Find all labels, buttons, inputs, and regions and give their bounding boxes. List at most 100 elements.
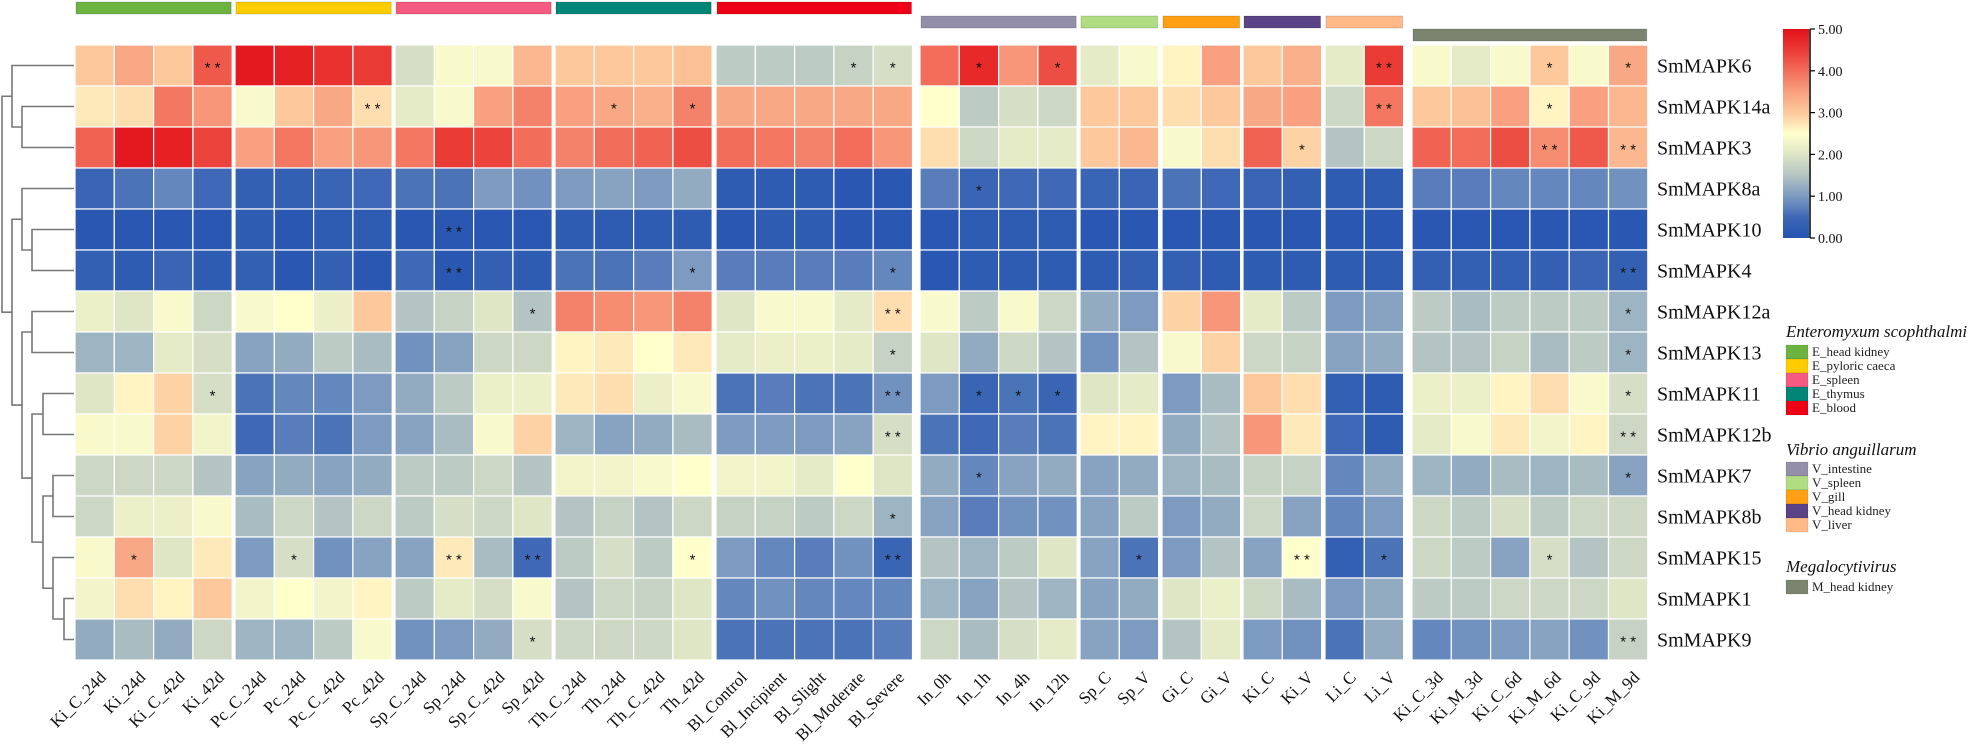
heatmap-cell <box>1079 331 1120 374</box>
heatmap-cell <box>672 290 713 333</box>
heatmap-cell <box>1118 372 1160 415</box>
heatmap-cell <box>1489 249 1531 292</box>
heatmap-cell <box>672 167 713 210</box>
heatmap-cell <box>997 290 1039 333</box>
row-label: SmMAPK11 <box>1657 384 1761 406</box>
heatmap-cell <box>1281 372 1323 415</box>
heatmap-cell <box>1568 208 1610 251</box>
heatmap-cell <box>1037 208 1078 251</box>
heatmap-cell <box>1450 413 1492 456</box>
heatmap-cell <box>1281 167 1323 210</box>
heatmap-cell <box>192 85 233 128</box>
heatmap-cell <box>74 536 115 579</box>
heatmap-cell <box>958 331 1000 374</box>
heatmap-cell <box>352 536 393 579</box>
column-label: Gi_C <box>1157 668 1196 707</box>
heatmap-cell <box>793 208 835 251</box>
heatmap-cell <box>113 167 155 210</box>
heatmap-cell <box>1411 44 1452 87</box>
heatmap-cell <box>833 290 874 333</box>
significance-marker: * * <box>1620 634 1636 651</box>
row-labels: SmMAPK6 SmMAPK14a SmMAPK3 SmMAPK8a SmMAPK10 S… <box>1657 56 1771 652</box>
significance-marker: * <box>611 101 617 118</box>
dendrogram-branch <box>21 105 74 149</box>
heatmap-cell <box>1079 208 1120 251</box>
heatmap-cell <box>754 208 796 251</box>
heatmap-cell <box>1037 85 1078 128</box>
heatmap-cell <box>273 495 315 538</box>
heatmap-cell <box>113 208 155 251</box>
heatmap-cell <box>632 208 674 251</box>
heatmap-cell <box>715 126 756 169</box>
heatmap-cell <box>1200 85 1242 128</box>
heatmap-cell <box>754 413 796 456</box>
heatmap-cell <box>872 208 914 251</box>
heatmap-cell <box>554 536 595 579</box>
heatmap-cell <box>433 577 475 620</box>
heatmap-cell <box>1281 495 1323 538</box>
heatmap-cell <box>554 495 595 538</box>
heatmap-cell <box>1607 249 1649 292</box>
heatmap-cell <box>672 331 713 374</box>
heatmap-cell <box>632 413 674 456</box>
heatmap-cell <box>958 618 1000 661</box>
heatmap-cell <box>273 208 315 251</box>
heatmap-cell <box>919 44 960 87</box>
heatmap-cell <box>554 413 595 456</box>
heatmap-cell <box>473 413 514 456</box>
heatmap-cell <box>1324 577 1365 620</box>
heatmap-cell <box>1607 290 1649 333</box>
significance-marker: * <box>1136 552 1142 569</box>
heatmap-cell <box>1568 167 1610 210</box>
heatmap-cell <box>273 577 315 620</box>
heatmap-cell <box>919 126 960 169</box>
dendrogram-branch <box>63 597 74 641</box>
heatmap-cell <box>192 536 233 579</box>
heatmap-cell <box>352 413 393 456</box>
heatmap-cell <box>919 290 960 333</box>
heatmap-cell <box>997 44 1039 87</box>
legend-item-label: M_head kidney <box>1812 579 1894 594</box>
heatmap-cell <box>1037 413 1078 456</box>
heatmap-cell <box>352 208 393 251</box>
heatmap-cell <box>1200 577 1242 620</box>
group-bar-v-liver <box>1325 15 1404 29</box>
heatmap-cell <box>473 331 514 374</box>
heatmap-cell <box>153 290 194 333</box>
heatmap-cell <box>394 44 435 87</box>
heatmap-cell <box>1118 208 1160 251</box>
heatmap-cell <box>632 454 674 497</box>
heatmap-cell <box>919 495 960 538</box>
heatmap-cell <box>1161 85 1202 128</box>
heatmap-cell <box>153 618 194 661</box>
heatmap-cell <box>1450 454 1492 497</box>
row-label: SmMAPK12b <box>1657 425 1771 447</box>
heatmap-cell <box>593 577 635 620</box>
heatmap-cell <box>1363 618 1405 661</box>
heatmap-cell <box>1363 208 1405 251</box>
heatmap-cell <box>153 167 194 210</box>
heatmap-cell <box>793 618 835 661</box>
group-bar-v-spleen <box>1080 15 1159 29</box>
heatmap-cell <box>1281 85 1323 128</box>
heatmap-cell <box>352 290 393 333</box>
heatmap-cell <box>1450 618 1492 661</box>
significance-marker: * <box>530 306 536 323</box>
heatmap-cell <box>313 290 354 333</box>
heatmap-cell <box>473 577 514 620</box>
heatmap-cell <box>394 208 435 251</box>
heatmap-cell <box>997 167 1039 210</box>
heatmap-cell <box>352 249 393 292</box>
legend-swatch <box>1785 503 1809 519</box>
heatmap-cell <box>1363 85 1405 128</box>
column-label: In_12h <box>1025 667 1073 715</box>
heatmap-cell <box>793 249 835 292</box>
heatmap-cell <box>313 577 354 620</box>
heatmap-cell <box>273 249 315 292</box>
heatmap-cell <box>715 290 756 333</box>
heatmap-cell <box>672 208 713 251</box>
legend-swatch <box>1785 579 1809 595</box>
column-label: In_0h <box>913 667 955 709</box>
heatmap-cell <box>512 454 553 497</box>
heatmap-cell <box>554 618 595 661</box>
